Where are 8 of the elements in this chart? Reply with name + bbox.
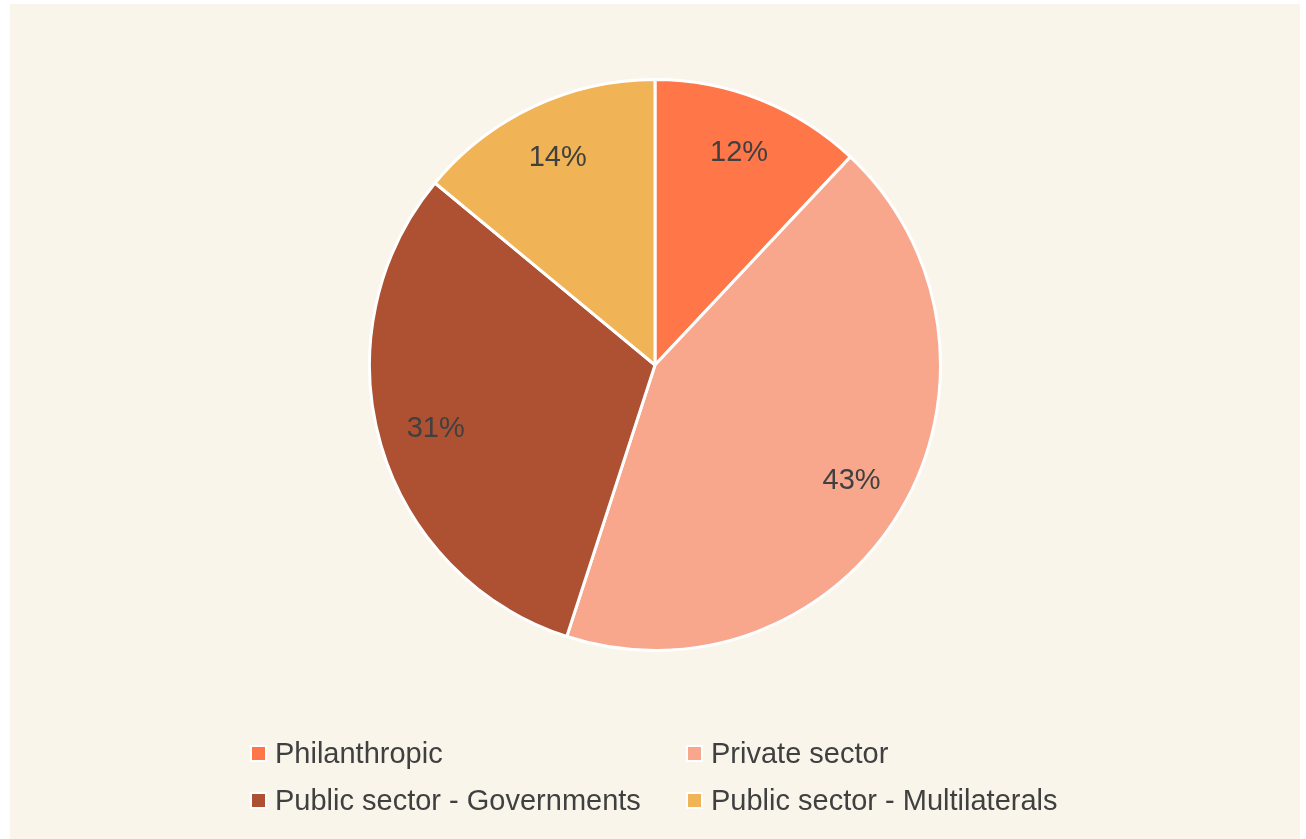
data-label: 43% — [822, 463, 881, 496]
legend-label: Public sector - Governments — [275, 784, 641, 817]
data-label: 14% — [528, 140, 587, 173]
legend-label: Philanthropic — [275, 737, 443, 770]
data-label: 31% — [406, 410, 465, 443]
data-label: 12% — [710, 134, 769, 167]
legend-label: Public sector - Multilaterals — [711, 784, 1058, 817]
legend-label: Private sector — [711, 737, 889, 770]
